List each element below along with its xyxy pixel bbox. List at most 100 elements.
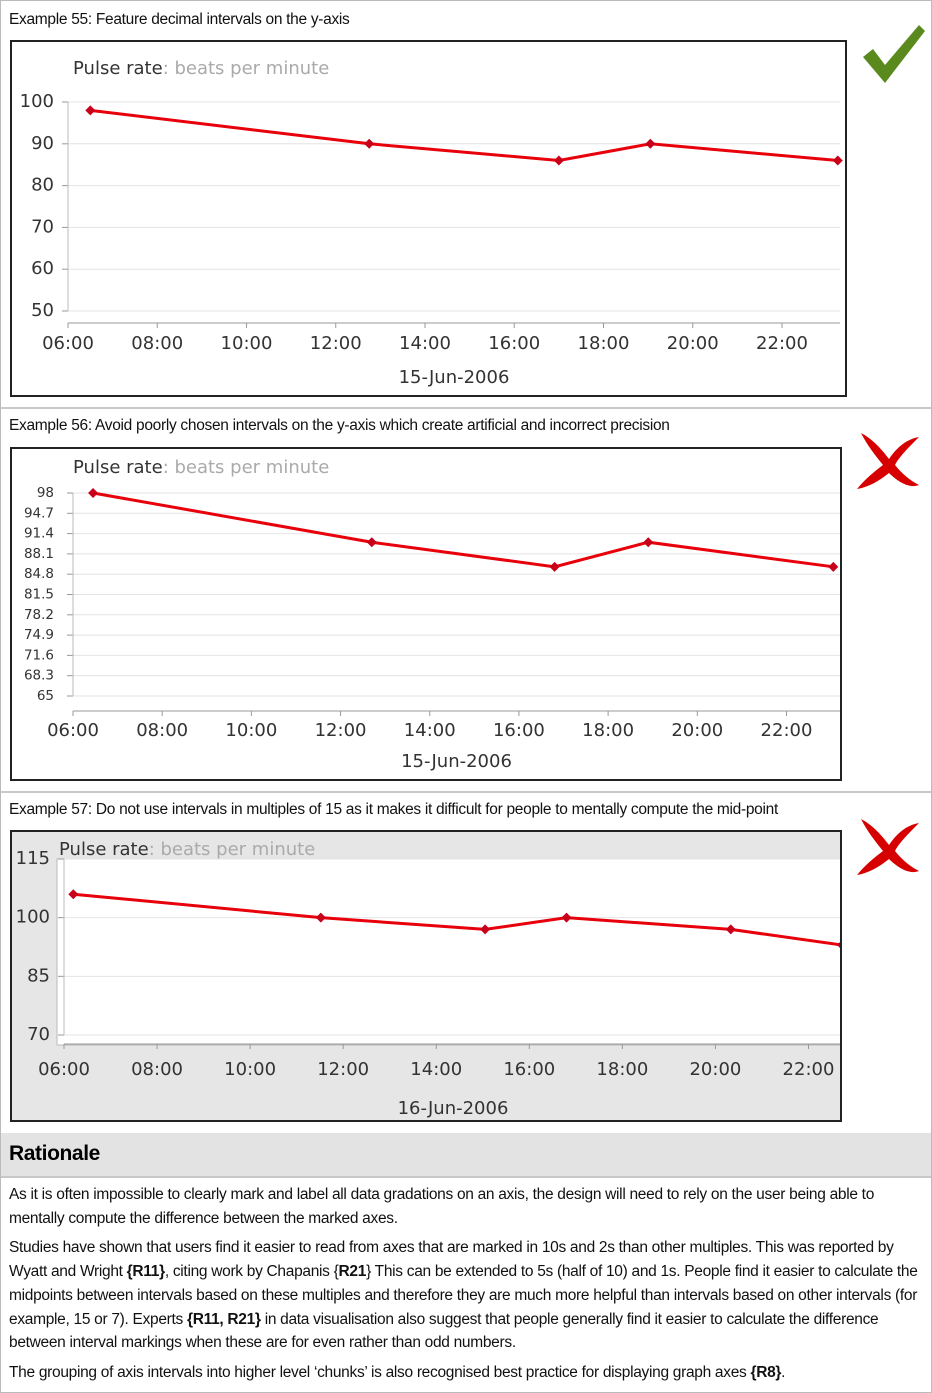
x-tick-label: 06:00 <box>47 720 99 741</box>
paragraph: The grouping of axis intervals into high… <box>9 1361 919 1385</box>
y-tick-label: 70 <box>27 1024 50 1045</box>
data-point <box>85 105 96 116</box>
caption: Example 56: Avoid poorly chosen interval… <box>9 417 670 434</box>
x-tick-label: 06:00 <box>42 333 94 354</box>
x-tick-label: 08:00 <box>131 1059 183 1080</box>
x-axis-label: 15-Jun-2006 <box>401 751 512 772</box>
data-point <box>480 924 491 935</box>
cross-icon <box>857 433 919 489</box>
x-tick-label: 14:00 <box>399 333 451 354</box>
data-line <box>73 892 840 947</box>
text-run: As it is often impossible to clearly mar… <box>9 1186 875 1227</box>
x-tick-label: 14:00 <box>404 720 456 741</box>
x-tick-label: 20:00 <box>689 1059 741 1080</box>
data-point <box>828 561 839 572</box>
chart: Pulse rate: beats per minute 50 60 70 80 90 10… <box>20 58 843 388</box>
x-tick-label: 22:00 <box>756 333 808 354</box>
caption: Example 57: Do not use intervals in mult… <box>9 801 778 818</box>
y-tick-label: 85 <box>27 965 50 986</box>
y-tick-label: 98 <box>37 485 54 501</box>
reference: {R11} <box>126 1263 165 1281</box>
y-tick-label: 88.1 <box>24 546 54 562</box>
data-point <box>549 561 560 572</box>
y-tick-label: 71.6 <box>24 647 54 663</box>
x-tick-label: 10:00 <box>224 1059 276 1080</box>
chart-title: Pulse rate: beats per minute <box>59 839 315 860</box>
y-tick-label: 100 <box>20 91 54 112</box>
x-tick-label: 18:00 <box>582 720 634 741</box>
data-point <box>364 138 375 149</box>
text-run: , citing work by Chapanis { <box>164 1263 339 1281</box>
chart-title: Pulse rate: beats per minute <box>73 457 329 478</box>
check-icon <box>863 25 925 83</box>
y-tick-label: 94.7 <box>24 505 54 521</box>
x-axis-label: 15-Jun-2006 <box>399 367 510 388</box>
example-section: Example 55: Feature decimal intervals on… <box>1 1 931 409</box>
paragraph: Studies have shown that users find it ea… <box>9 1236 919 1355</box>
y-tick-label: 70 <box>31 216 54 237</box>
x-tick-label: 18:00 <box>578 333 630 354</box>
x-tick-label: 16:00 <box>488 333 540 354</box>
paragraph: As it is often impossible to clearly mar… <box>9 1183 919 1230</box>
reference: {R11, R21} <box>186 1310 261 1328</box>
data-point <box>645 138 656 149</box>
text-run: in data visualisation also suggest that … <box>9 1310 879 1352</box>
data-point <box>553 155 564 166</box>
x-tick-label: 18:00 <box>596 1059 648 1080</box>
x-tick-label: 20:00 <box>667 333 719 354</box>
data-line <box>90 108 838 163</box>
text-run: Studies have shown that users find it ea… <box>9 1239 894 1281</box>
text-run: } This can be extended to 5s (half of 10… <box>9 1263 918 1328</box>
data-point <box>837 942 840 949</box>
data-line <box>92 491 834 569</box>
chart: Pulse rate: beats per minute 65 68.3 71.6 74… <box>24 457 840 772</box>
chart-frame: Pulse rate: beats per minute 65 68.3 71.6 74… <box>10 447 842 781</box>
data-point <box>88 488 99 498</box>
y-tick-label: 60 <box>31 258 54 279</box>
chart-title: Pulse rate: beats per minute <box>73 58 329 79</box>
y-tick-label: 78.2 <box>24 607 54 623</box>
plot-area <box>56 858 840 1046</box>
x-tick-label: 08:00 <box>131 333 183 354</box>
title: Pulse rate <box>73 58 163 79</box>
y-tick-label: 100 <box>16 907 50 928</box>
title: Pulse rate <box>59 839 149 860</box>
x-tick-label: 12:00 <box>315 720 367 741</box>
y-tick-label: 65 <box>37 688 54 704</box>
example-section: Example 56: Avoid poorly chosen interval… <box>1 409 931 793</box>
x-tick-label: 16:00 <box>493 720 545 741</box>
x-tick-label: 06:00 <box>38 1059 90 1080</box>
x-axis-label: 16-Jun-2006 <box>398 1098 509 1119</box>
chart-frame: Pulse rate: beats per minute 70 85 100 115 06… <box>10 830 842 1122</box>
y-tick-label: 68.3 <box>24 668 54 684</box>
data-point <box>315 912 326 923</box>
title: Pulse rate <box>73 457 163 478</box>
x-tick-label: 12:00 <box>310 333 362 354</box>
rationale-text: As it is often impossible to clearly mar… <box>9 1183 919 1391</box>
text-run: . <box>781 1363 786 1381</box>
subtitle: : beats per minute <box>163 457 330 478</box>
y-tick-label: 80 <box>31 175 54 196</box>
x-tick-label: 22:00 <box>783 1059 835 1080</box>
chart-frame: Pulse rate: beats per minute 50 60 70 80 90 10… <box>10 40 847 397</box>
data-point <box>68 889 79 900</box>
cross-icon <box>857 819 919 875</box>
x-tick-label: 08:00 <box>136 720 188 741</box>
text-run: The grouping of axis intervals into high… <box>9 1363 751 1381</box>
data-point <box>366 537 377 548</box>
subtitle: : beats per minute <box>163 58 330 79</box>
data-point <box>832 155 843 166</box>
y-tick-label: 50 <box>31 300 54 321</box>
x-tick-label: 10:00 <box>221 333 273 354</box>
caption: Example 55: Feature decimal intervals on… <box>9 11 350 28</box>
example-section: Example 57: Do not use intervals in mult… <box>1 793 931 1131</box>
x-tick-label: 20:00 <box>671 720 723 741</box>
x-tick-label: 12:00 <box>317 1059 369 1080</box>
x-tick-label: 14:00 <box>410 1059 462 1080</box>
y-tick-label: 91.4 <box>24 526 54 542</box>
reference: {R8} <box>750 1363 782 1381</box>
heading: Rationale <box>9 1142 100 1165</box>
y-tick-label: 90 <box>31 133 54 154</box>
x-tick-label: 16:00 <box>503 1059 555 1080</box>
